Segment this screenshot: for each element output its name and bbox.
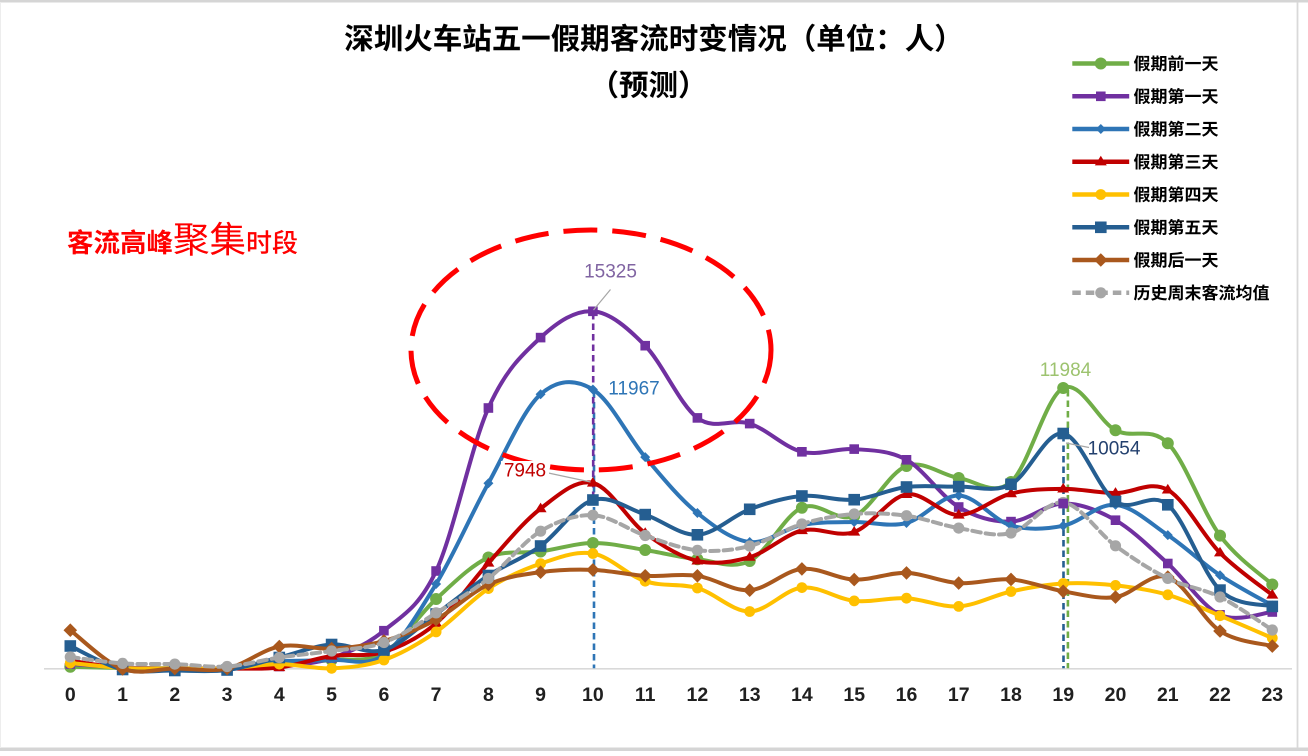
svg-text:8: 8 <box>483 684 494 706</box>
svg-text:16: 16 <box>896 684 918 706</box>
svg-text:7: 7 <box>431 684 442 706</box>
svg-text:10054: 10054 <box>1088 439 1141 460</box>
svg-text:10: 10 <box>582 684 604 706</box>
svg-text:22: 22 <box>1209 684 1231 706</box>
svg-text:19: 19 <box>1052 684 1074 706</box>
svg-text:11: 11 <box>635 684 656 706</box>
svg-text:12: 12 <box>687 684 709 706</box>
svg-text:18: 18 <box>1000 684 1022 706</box>
svg-text:2: 2 <box>169 684 180 706</box>
svg-text:1: 1 <box>117 684 128 706</box>
svg-text:15: 15 <box>843 684 865 706</box>
svg-text:15325: 15325 <box>584 261 637 282</box>
svg-text:7948: 7948 <box>504 461 546 482</box>
svg-text:6: 6 <box>378 684 389 706</box>
svg-text:14: 14 <box>791 684 813 706</box>
svg-text:23: 23 <box>1261 684 1283 706</box>
svg-text:21: 21 <box>1157 684 1179 706</box>
svg-text:20: 20 <box>1105 684 1127 706</box>
svg-text:11984: 11984 <box>1040 360 1092 381</box>
svg-text:9: 9 <box>535 684 546 706</box>
svg-text:13: 13 <box>739 684 761 706</box>
svg-text:3: 3 <box>222 684 233 706</box>
svg-text:0: 0 <box>65 684 76 706</box>
svg-text:11967: 11967 <box>608 379 659 400</box>
svg-text:5: 5 <box>326 684 337 706</box>
svg-text:4: 4 <box>274 684 285 706</box>
svg-text:17: 17 <box>948 684 970 706</box>
